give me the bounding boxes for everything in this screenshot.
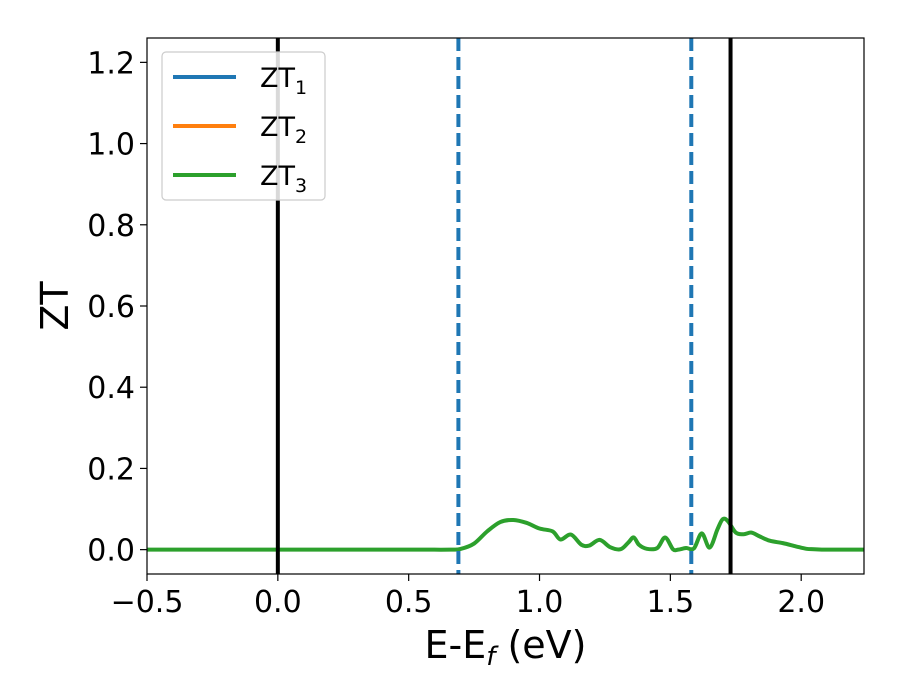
series-line-3	[147, 516, 864, 553]
y-tick-label: 0.0	[87, 534, 135, 569]
legend-item-1: ZT1	[173, 63, 307, 99]
y-tick-label: 1.0	[87, 128, 135, 163]
x-axis-label: E-Ef (eV)	[425, 623, 587, 672]
x-tick-label: −0.5	[111, 585, 184, 620]
legend-item-3: ZT3	[173, 161, 307, 197]
x-tick-label: 2.0	[777, 585, 825, 620]
y-tick-label: 0.6	[87, 290, 135, 325]
y-axis: 0.0 0.2 0.4 0.6 0.8 1.0 1.2	[87, 46, 147, 569]
y-tick-label: 0.2	[87, 452, 135, 487]
y-tick-label: 0.8	[87, 209, 135, 244]
legend-label: ZT3	[260, 161, 307, 197]
legend-label: ZT2	[260, 112, 307, 148]
legend: ZT1 ZT2 ZT3	[161, 51, 326, 201]
x-tick-label: 0.0	[254, 585, 302, 620]
legend-label: ZT1	[260, 63, 307, 99]
x-axis: −0.5 0.0 0.5 1.0 1.5 2.0	[111, 574, 825, 620]
legend-item-2: ZT2	[173, 112, 307, 148]
y-tick-label: 1.2	[87, 46, 135, 81]
y-axis-label: ZT	[33, 281, 77, 331]
x-axis-label-base: E-E	[425, 623, 487, 667]
legend-box	[161, 51, 326, 201]
x-axis-label-unit: (eV)	[495, 623, 586, 667]
y-tick-label: 0.4	[87, 371, 135, 406]
x-tick-label: 1.0	[516, 585, 564, 620]
x-tick-label: 1.5	[646, 585, 694, 620]
x-tick-label: 0.5	[385, 585, 433, 620]
